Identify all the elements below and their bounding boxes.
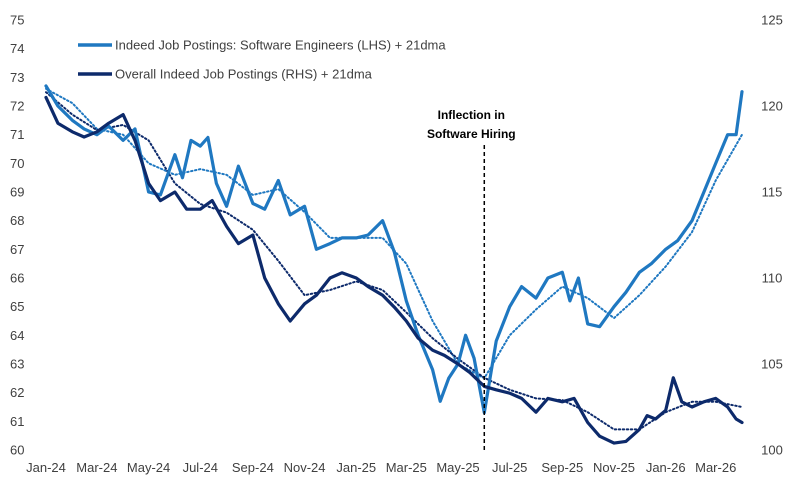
right-axis-tick-label: 115: [762, 185, 783, 200]
left-axis-tick-label: 60: [10, 443, 24, 458]
left-axis-ticks: 60 61 62 63 64 65 66 67 68 69 70 71 72 73 74 75: [10, 13, 24, 458]
left-axis-tick-label: 63: [10, 357, 24, 372]
x-axis-tick-label: Sep-25: [541, 460, 583, 475]
x-axis-tick-label: Nov-25: [593, 460, 635, 475]
right-axis-tick-label: 125: [761, 13, 783, 28]
right-axis-tick-label: 110: [762, 271, 783, 286]
legend-label-overall-postings: Overall Indeed Job Postings (RHS) + 21dm…: [115, 67, 373, 82]
x-axis-tick-label: Jan-24: [26, 460, 66, 475]
left-axis-tick-label: 68: [10, 213, 24, 228]
left-axis-tick-label: 66: [10, 271, 24, 286]
left-axis-tick-label: 62: [10, 385, 24, 400]
left-axis-tick-label: 64: [10, 328, 24, 343]
x-axis-tick-label: Sep-24: [232, 460, 274, 475]
left-axis-tick-label: 70: [10, 156, 24, 171]
legend-label-software-engineers: Indeed Job Postings: Software Engineers …: [115, 38, 446, 53]
left-axis-tick-label: 69: [10, 185, 24, 200]
overall-postings-21dma-line: [45, 91, 743, 431]
inflection-label-line-2: Software Hiring: [427, 127, 516, 141]
legend: Indeed Job Postings: Software Engineers …: [78, 38, 446, 82]
left-axis-tick-label: 61: [10, 414, 24, 429]
software-engineers-line: [44, 84, 744, 415]
x-axis-tick-label: Nov-24: [284, 460, 326, 475]
x-axis-tick-label: May-24: [127, 460, 170, 475]
software-engineers-21dma-line: [45, 87, 743, 380]
x-axis-tick-label: Jul-24: [183, 460, 218, 475]
x-axis-tick-label: Mar-25: [386, 460, 427, 475]
x-axis-tick-label: Jan-26: [646, 460, 686, 475]
left-axis-tick-label: 73: [10, 70, 24, 85]
right-axis-tick-label: 120: [761, 99, 783, 114]
left-axis-tick-label: 75: [10, 13, 24, 28]
x-axis-tick-label: Mar-26: [695, 460, 736, 475]
left-axis-tick-label: 71: [10, 127, 24, 142]
right-axis-tick-label: 100: [761, 443, 783, 458]
left-axis-tick-label: 65: [10, 299, 24, 314]
x-axis-tick-label: Jul-25: [492, 460, 527, 475]
left-axis-tick-label: 74: [10, 41, 24, 56]
x-axis-tick-label: May-25: [436, 460, 479, 475]
left-axis-tick-label: 67: [10, 242, 24, 257]
right-axis-tick-label: 105: [761, 357, 783, 372]
right-axis-ticks: 100 105 110 115 120 125: [761, 13, 783, 458]
plot-area: [44, 84, 744, 445]
overall-postings-line: [44, 95, 744, 445]
left-axis-tick-label: 72: [10, 99, 24, 114]
inflection-label-line-1: Inflection in: [438, 108, 505, 122]
x-axis-tick-label: Mar-24: [76, 460, 117, 475]
x-axis-tick-label: Jan-25: [336, 460, 376, 475]
x-axis-ticks: Jan-24 Mar-24 May-24 Jul-24 Sep-24 Nov-24 Jan-…: [26, 460, 736, 475]
